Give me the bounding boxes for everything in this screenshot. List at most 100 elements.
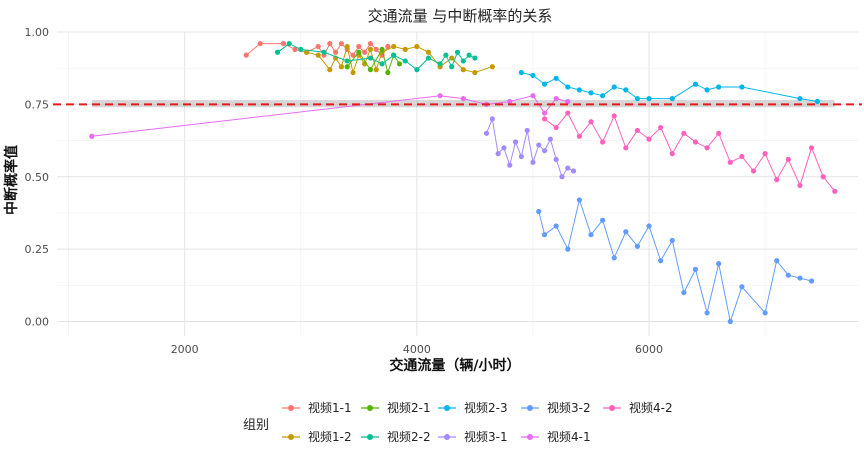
- data-point: [646, 95, 652, 102]
- data-point: [489, 116, 495, 122]
- legend-label: 视频1-1: [308, 400, 352, 415]
- data-point: [588, 119, 594, 125]
- data-point: [704, 87, 710, 93]
- data-point: [716, 84, 722, 90]
- data-point: [820, 174, 826, 180]
- y-axis-ticks: 0.00 0.25 0.50 0.75 1.00: [25, 26, 50, 329]
- legend-key-point: [527, 405, 533, 411]
- data-point: [553, 95, 559, 102]
- data-point: [727, 318, 733, 325]
- series-视频4-1: [89, 93, 571, 139]
- legend-item: 视频1-1: [282, 400, 352, 415]
- data-point: [327, 67, 333, 73]
- legend-label: 视频3-2: [547, 400, 591, 415]
- series-视频2-2: [274, 40, 478, 73]
- data-point: [257, 40, 263, 47]
- data-point: [344, 64, 350, 70]
- legend-key-point: [288, 434, 294, 440]
- data-point: [396, 61, 403, 67]
- data-point: [530, 72, 536, 79]
- legend-label: 视频2-3: [464, 400, 508, 415]
- data-point: [333, 49, 339, 55]
- series-layer: [89, 40, 838, 325]
- data-point: [243, 52, 249, 58]
- data-point: [808, 145, 815, 151]
- data-point: [565, 84, 571, 90]
- data-point: [750, 168, 757, 174]
- data-point: [356, 43, 362, 50]
- data-point: [437, 93, 443, 99]
- legend-item: 视频2-1: [361, 400, 431, 415]
- data-point: [338, 64, 345, 70]
- data-point: [623, 87, 629, 93]
- data-point: [611, 84, 617, 90]
- legend-label: 视频1-2: [308, 429, 352, 444]
- data-point: [292, 46, 298, 52]
- data-point: [379, 46, 385, 52]
- data-point: [611, 113, 617, 119]
- data-point: [541, 232, 548, 238]
- x-axis-title: 交通流量（辆/小时）: [389, 357, 520, 374]
- data-point: [634, 127, 641, 134]
- data-point: [327, 40, 333, 47]
- legend-key-point: [609, 405, 615, 411]
- data-point: [89, 133, 95, 139]
- legend-label: 视频3-1: [464, 429, 508, 444]
- data-point: [391, 43, 397, 50]
- x-axis-ticks: 2000 4000 6000: [171, 343, 663, 356]
- data-point: [692, 266, 699, 273]
- data-point: [588, 90, 594, 96]
- data-point: [774, 177, 780, 183]
- series-line: [486, 117, 574, 178]
- data-point: [414, 43, 420, 50]
- data-point: [524, 127, 530, 134]
- data-point: [321, 49, 327, 55]
- data-point: [600, 217, 606, 223]
- data-point: [576, 87, 582, 93]
- legend-key-point: [527, 434, 533, 440]
- data-point: [443, 52, 449, 58]
- data-point: [565, 246, 571, 252]
- y-tick-label: 0.75: [25, 98, 50, 111]
- legend-label: 视频2-2: [387, 429, 431, 444]
- data-point: [385, 43, 391, 50]
- data-point: [460, 67, 466, 73]
- legend-item: 视频2-3: [438, 400, 508, 415]
- data-point: [658, 258, 664, 264]
- data-point: [541, 116, 548, 122]
- data-point: [472, 55, 478, 61]
- data-point: [536, 208, 542, 215]
- data-point: [704, 310, 710, 316]
- chart-title: 交通流量 与中断概率的关系: [368, 7, 553, 25]
- legend-item: 视频2-2: [361, 429, 431, 444]
- data-point: [762, 310, 768, 316]
- legend-key-point: [444, 405, 450, 411]
- data-point: [530, 93, 536, 99]
- data-point: [298, 46, 304, 52]
- data-point: [367, 67, 374, 73]
- data-point: [437, 61, 443, 67]
- data-point: [303, 49, 310, 55]
- y-tick-label: 0.25: [25, 243, 50, 256]
- data-point: [692, 139, 699, 145]
- data-point: [547, 136, 553, 142]
- data-point: [518, 153, 524, 160]
- data-point: [483, 130, 490, 136]
- data-point: [669, 95, 675, 102]
- data-point: [315, 43, 321, 50]
- data-point: [739, 284, 745, 290]
- data-point: [425, 55, 432, 61]
- data-point: [774, 258, 780, 264]
- data-point: [646, 223, 652, 229]
- data-point: [454, 49, 461, 55]
- legend-item: 视频1-2: [282, 429, 352, 444]
- data-point: [553, 124, 559, 131]
- legend: 组别 视频1-1 视频1-2 视频2-1 视频2-2 视频2-3 视频3-1 视频3-2 视频…: [243, 400, 673, 444]
- data-point: [507, 98, 513, 105]
- x-tick-label: 2000: [171, 343, 199, 356]
- series-视频3-1: [483, 116, 577, 180]
- data-point: [373, 46, 379, 52]
- legend-key-point: [367, 405, 373, 411]
- data-point: [553, 156, 559, 162]
